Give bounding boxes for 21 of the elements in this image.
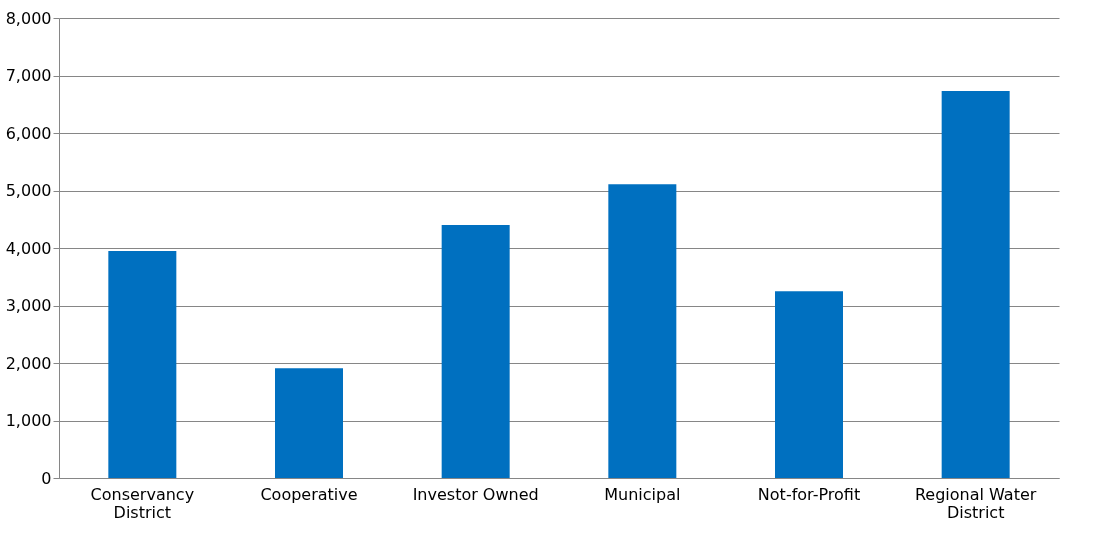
bar: [775, 291, 843, 478]
x-tick-label: Cooperative: [260, 484, 358, 504]
bar: [275, 368, 343, 478]
y-tick-label: 8,000: [5, 8, 52, 28]
x-tick-label: Municipal: [604, 484, 681, 504]
x-tick-label: Investor Owned: [412, 484, 539, 504]
y-tick-label: 6,000: [5, 123, 52, 143]
bar: [608, 184, 677, 478]
bar: [108, 250, 177, 478]
x-tick-label: Conservancy District: [90, 484, 195, 522]
x-tick-label: Regional Water District: [914, 484, 1037, 522]
y-tick-label: 2,000: [5, 353, 52, 373]
y-tick-label: 1,000: [5, 411, 52, 430]
bar: [441, 225, 510, 478]
bar: [941, 91, 1010, 478]
y-tick-label: 5,000: [5, 181, 52, 200]
y-tick-label: 0: [41, 468, 52, 488]
y-tick-label: 7,000: [5, 66, 52, 85]
x-tick-label: Not-for-Profit: [757, 484, 861, 504]
y-tick-label: 4,000: [5, 238, 52, 258]
y-tick-label: 3,000: [5, 296, 52, 315]
